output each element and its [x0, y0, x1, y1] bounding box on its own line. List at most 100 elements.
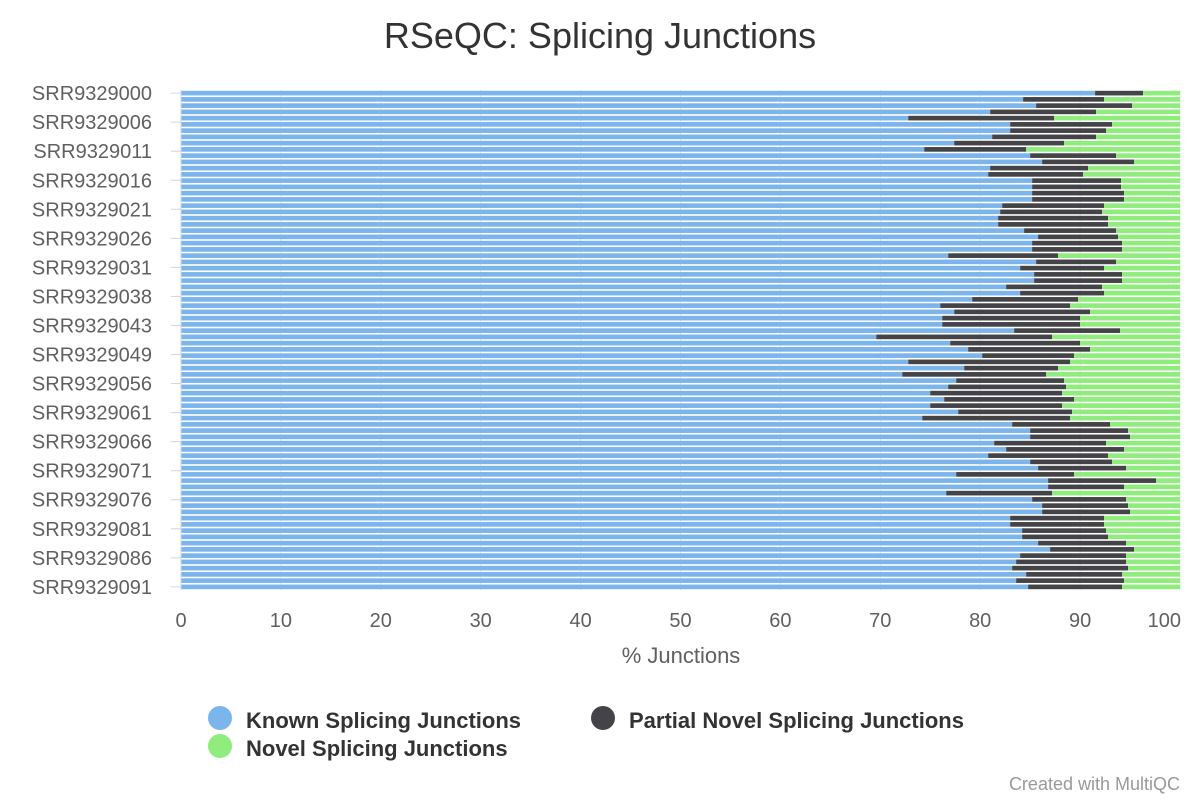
bar-known-79[interactable] [181, 584, 1029, 590]
bar-known-57[interactable] [181, 447, 1007, 452]
bar-known-66[interactable] [181, 503, 1043, 508]
bar-known-31[interactable] [181, 284, 1007, 290]
bar-known-42[interactable] [181, 353, 983, 358]
bar-novel-31[interactable] [1102, 284, 1180, 290]
bar-known-3[interactable] [181, 109, 991, 115]
bar-known-34[interactable] [181, 303, 941, 308]
bar-partial-77[interactable] [1026, 572, 1123, 577]
bar-partial-67[interactable] [1042, 509, 1131, 515]
bar-known-40[interactable] [181, 340, 951, 346]
bar-partial-64[interactable] [946, 490, 1053, 496]
bar-novel-26[interactable] [1058, 253, 1180, 258]
bar-partial-17[interactable] [1032, 197, 1125, 202]
bar-partial-69[interactable] [1010, 522, 1105, 527]
bar-partial-22[interactable] [1024, 228, 1117, 233]
bar-known-4[interactable] [181, 115, 909, 121]
bar-partial-32[interactable] [1020, 290, 1105, 296]
bar-known-12[interactable] [181, 165, 991, 171]
bar-known-51[interactable] [181, 409, 959, 415]
bar-partial-62[interactable] [1048, 478, 1157, 483]
bar-novel-13[interactable] [1083, 172, 1180, 177]
bar-known-24[interactable] [181, 240, 1033, 246]
bar-known-22[interactable] [181, 228, 1025, 233]
bar-partial-5[interactable] [1010, 122, 1113, 127]
bar-partial-57[interactable] [1006, 447, 1125, 452]
bar-novel-46[interactable] [1064, 378, 1180, 383]
bar-novel-44[interactable] [1058, 365, 1180, 371]
bar-partial-60[interactable] [1038, 465, 1127, 471]
bar-novel-48[interactable] [1062, 390, 1180, 396]
bar-novel-63[interactable] [1124, 484, 1180, 490]
bar-partial-6[interactable] [1010, 128, 1107, 133]
bar-known-0[interactable] [181, 90, 1096, 96]
bar-novel-64[interactable] [1052, 490, 1180, 496]
bar-known-50[interactable] [181, 403, 931, 408]
bar-known-5[interactable] [181, 122, 1011, 127]
bar-known-6[interactable] [181, 128, 1011, 133]
bar-partial-2[interactable] [1036, 103, 1133, 108]
bar-known-59[interactable] [181, 459, 1031, 465]
bar-novel-20[interactable] [1108, 215, 1180, 221]
bar-partial-35[interactable] [954, 309, 1091, 315]
bar-known-46[interactable] [181, 378, 957, 383]
bar-novel-34[interactable] [1070, 303, 1180, 308]
bar-known-43[interactable] [181, 359, 909, 365]
bar-partial-30[interactable] [1034, 278, 1123, 283]
bar-known-72[interactable] [181, 540, 1039, 546]
bar-novel-57[interactable] [1124, 447, 1180, 452]
bar-partial-49[interactable] [944, 397, 1075, 402]
bar-known-77[interactable] [181, 572, 1027, 577]
bar-partial-53[interactable] [1012, 422, 1111, 427]
bar-partial-10[interactable] [1030, 153, 1117, 158]
bar-partial-39[interactable] [876, 334, 1053, 340]
bar-partial-74[interactable] [1020, 553, 1127, 558]
bar-partial-78[interactable] [1016, 578, 1125, 583]
bar-known-25[interactable] [181, 247, 1033, 252]
bar-partial-15[interactable] [1032, 184, 1122, 190]
bar-partial-63[interactable] [1048, 484, 1125, 490]
bar-known-76[interactable] [181, 565, 1013, 571]
bar-known-26[interactable] [181, 253, 949, 258]
bar-known-2[interactable] [181, 103, 1037, 108]
bar-novel-32[interactable] [1104, 290, 1180, 296]
bar-novel-67[interactable] [1130, 509, 1180, 515]
bar-novel-9[interactable] [1026, 147, 1180, 152]
bar-known-49[interactable] [181, 397, 945, 402]
bar-partial-65[interactable] [1032, 497, 1127, 502]
bar-known-30[interactable] [181, 278, 1035, 283]
bar-known-53[interactable] [181, 422, 1013, 427]
bar-partial-79[interactable] [1028, 584, 1123, 590]
bar-known-10[interactable] [181, 153, 1031, 158]
bar-partial-51[interactable] [958, 409, 1073, 415]
bar-partial-0[interactable] [1095, 90, 1144, 96]
bar-known-64[interactable] [181, 490, 947, 496]
bar-novel-55[interactable] [1130, 434, 1180, 440]
bar-partial-59[interactable] [1030, 459, 1113, 465]
bar-partial-36[interactable] [942, 315, 1081, 321]
bar-novel-60[interactable] [1126, 465, 1180, 471]
bar-novel-18[interactable] [1104, 203, 1180, 208]
bar-known-17[interactable] [181, 197, 1033, 202]
bar-known-21[interactable] [181, 222, 999, 227]
bar-novel-35[interactable] [1090, 309, 1180, 315]
bar-partial-70[interactable] [1022, 528, 1107, 533]
bar-known-54[interactable] [181, 428, 1031, 433]
bar-novel-74[interactable] [1126, 553, 1180, 558]
bar-known-18[interactable] [181, 203, 1003, 208]
bar-novel-37[interactable] [1080, 322, 1180, 327]
bar-novel-11[interactable] [1134, 159, 1180, 165]
bar-known-73[interactable] [181, 547, 1051, 552]
bar-partial-20[interactable] [998, 215, 1109, 221]
bar-novel-36[interactable] [1080, 315, 1180, 321]
bar-novel-33[interactable] [1078, 297, 1180, 302]
bar-partial-54[interactable] [1030, 428, 1129, 433]
bar-known-58[interactable] [181, 453, 989, 458]
bar-known-60[interactable] [181, 465, 1039, 471]
bar-known-37[interactable] [181, 322, 943, 327]
bar-novel-75[interactable] [1126, 559, 1180, 565]
bar-known-29[interactable] [181, 272, 1035, 277]
bar-partial-27[interactable] [1036, 259, 1117, 265]
bar-novel-50[interactable] [1062, 403, 1180, 408]
bar-partial-73[interactable] [1050, 547, 1135, 552]
bar-known-28[interactable] [181, 265, 1021, 271]
